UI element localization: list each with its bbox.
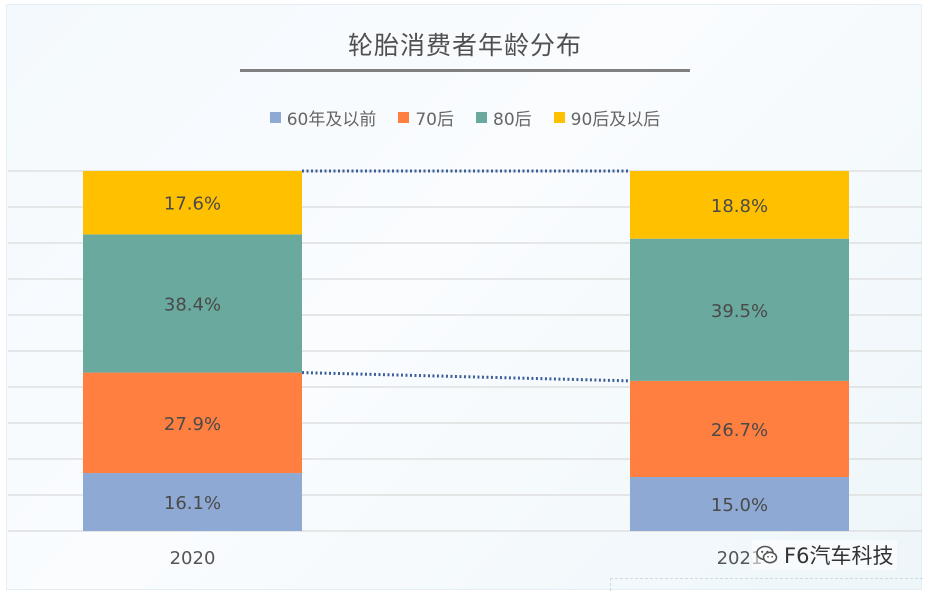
data-label: 15.0% (711, 495, 768, 516)
bar-segment (630, 171, 849, 239)
bar-segment (83, 473, 302, 531)
bar-segment (83, 372, 302, 474)
watermark-text: F6汽车科技 (784, 544, 894, 568)
legend-swatch (476, 112, 487, 123)
legend-label: 80后 (493, 110, 532, 130)
data-label: 26.7% (711, 420, 768, 441)
bar-segment (83, 234, 302, 373)
bar-segment (630, 380, 849, 477)
bar-segment (83, 171, 302, 235)
legend-swatch (553, 112, 565, 123)
data-label: 27.9% (164, 414, 221, 435)
chart-legend: 60年及以前 70后 80后 90后及以后 (0, 105, 930, 130)
legend-label: 90后及以后 (570, 110, 661, 130)
data-label: 16.1% (164, 493, 221, 514)
data-label: 39.5% (711, 301, 768, 322)
chart-title: 轮胎消费者年龄分布 (347, 31, 582, 60)
legend-item: 90后及以后 (553, 105, 661, 130)
data-label: 38.4% (164, 294, 221, 315)
data-label: 18.8% (711, 196, 768, 217)
legend-swatch (269, 112, 281, 123)
legend-item: 60年及以前 (269, 105, 377, 130)
legend-item: 70后 (398, 105, 454, 130)
watermark: F6汽车科技 (752, 540, 898, 570)
legend-label: 60年及以前 (286, 110, 377, 130)
bar-segment (630, 238, 849, 381)
bar-segment (630, 477, 849, 531)
series-connector-line (301, 371, 631, 383)
legend-swatch (398, 112, 410, 123)
source-box-outline (610, 578, 923, 591)
legend-label: 70后 (415, 110, 454, 130)
data-label: 17.6% (164, 194, 221, 215)
legend-item: 80后 (476, 105, 532, 130)
x-tick-label: 2021 (717, 548, 763, 569)
title-underline (240, 69, 690, 72)
x-tick-label: 2020 (170, 548, 216, 569)
wechat-icon (756, 544, 778, 566)
